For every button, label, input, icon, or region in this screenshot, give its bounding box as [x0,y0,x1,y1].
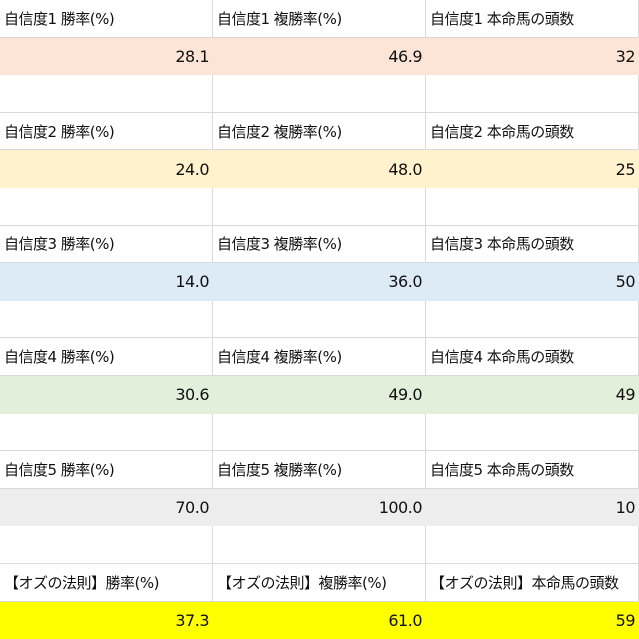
empty-cell[interactable] [0,187,213,226]
value-cell[interactable]: 32 [426,37,639,76]
value-cell[interactable]: 10 [426,488,639,527]
header-cell[interactable]: 自信度3 本命馬の頭数 [426,225,639,264]
header-cell[interactable]: 【オズの法則】本命馬の頭数 [426,563,639,602]
header-cell[interactable]: 自信度4 勝率(%) [0,338,213,376]
header-cell[interactable]: 自信度3 勝率(%) [0,225,213,264]
value-cell[interactable]: 49.0 [213,375,426,414]
value-cell[interactable]: 37.3 [0,601,213,639]
header-cell[interactable]: 自信度2 複勝率(%) [213,112,426,151]
empty-cell[interactable] [426,413,639,452]
header-cell[interactable]: 自信度1 複勝率(%) [213,0,426,38]
value-cell[interactable]: 48.0 [213,150,426,188]
value-cell[interactable]: 46.9 [213,37,426,76]
header-cell[interactable]: 自信度5 本命馬の頭数 [426,451,639,489]
empty-cell[interactable] [213,526,426,564]
value-cell[interactable]: 49 [426,375,639,414]
header-cell[interactable]: 自信度5 勝率(%) [0,451,213,489]
value-cell[interactable]: 36.0 [213,263,426,301]
value-cell[interactable]: 50 [426,263,639,301]
header-cell[interactable]: 自信度5 複勝率(%) [213,451,426,489]
value-cell[interactable]: 59 [426,601,639,639]
value-cell[interactable]: 14.0 [0,263,213,301]
value-cell[interactable]: 70.0 [0,488,213,527]
header-cell[interactable]: 自信度2 本命馬の頭数 [426,112,639,151]
header-cell[interactable]: 【オズの法則】勝率(%) [0,563,213,602]
value-cell[interactable]: 24.0 [0,150,213,188]
empty-cell[interactable] [426,75,639,113]
value-cell[interactable]: 61.0 [213,601,426,639]
empty-cell[interactable] [213,300,426,339]
header-cell[interactable]: 自信度4 複勝率(%) [213,338,426,376]
value-cell[interactable]: 28.1 [0,37,213,76]
empty-cell[interactable] [0,526,213,564]
empty-cell[interactable] [426,526,639,564]
empty-cell[interactable] [426,300,639,339]
header-cell[interactable]: 自信度4 本命馬の頭数 [426,338,639,376]
header-cell[interactable]: 自信度1 勝率(%) [0,0,213,38]
empty-cell[interactable] [0,75,213,113]
empty-cell[interactable] [426,187,639,226]
empty-cell[interactable] [213,75,426,113]
value-cell[interactable]: 25 [426,150,639,188]
header-cell[interactable]: 自信度1 本命馬の頭数 [426,0,639,38]
header-cell[interactable]: 自信度2 勝率(%) [0,112,213,151]
empty-cell[interactable] [213,413,426,452]
empty-cell[interactable] [0,300,213,339]
header-cell[interactable]: 自信度3 複勝率(%) [213,225,426,264]
empty-cell[interactable] [0,413,213,452]
header-cell[interactable]: 【オズの法則】複勝率(%) [213,563,426,602]
value-cell[interactable]: 100.0 [213,488,426,527]
value-cell[interactable]: 30.6 [0,375,213,414]
empty-cell[interactable] [213,187,426,226]
